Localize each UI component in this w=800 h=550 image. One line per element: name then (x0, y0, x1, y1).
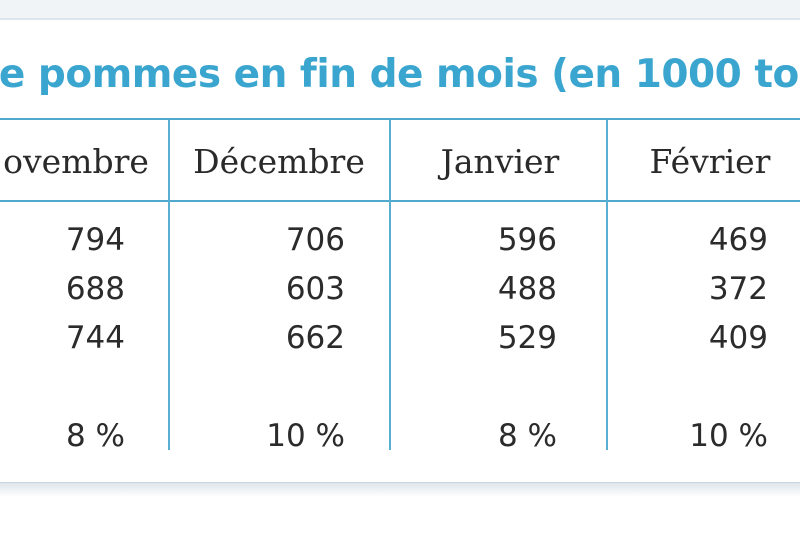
column-divider (606, 120, 608, 450)
table-cell: 409 (708, 320, 768, 356)
table-cell: 662 (285, 320, 345, 356)
table-cell: 744 (65, 320, 125, 356)
table-cell: 372 (708, 271, 768, 307)
table-cell: 529 (497, 320, 557, 356)
stock-table (0, 118, 800, 485)
table-cell: 794 (65, 222, 125, 258)
table-cell: 603 (285, 271, 345, 307)
column-header-janvier: Janvier (440, 142, 560, 181)
table-shadow (0, 483, 800, 497)
column-header-novembre: ovembre (3, 142, 149, 181)
table-cell: 469 (708, 222, 768, 258)
table-title: le pommes en fin de mois (en 1000 to (0, 52, 799, 97)
column-header-decembre: Décembre (193, 142, 365, 181)
header-divider (0, 200, 800, 202)
table-cell: 596 (497, 222, 557, 258)
top-band (0, 0, 800, 20)
table-cell: 10 % (689, 418, 768, 454)
table-cell: 488 (497, 271, 557, 307)
table-cell: 8 % (65, 418, 125, 454)
column-divider (389, 120, 391, 450)
column-divider (168, 120, 170, 450)
table-cell: 10 % (266, 418, 345, 454)
table-cell: 706 (285, 222, 345, 258)
table-cell: 8 % (497, 418, 557, 454)
column-header-fevrier: Février (649, 142, 771, 181)
table-cell: 688 (65, 271, 125, 307)
